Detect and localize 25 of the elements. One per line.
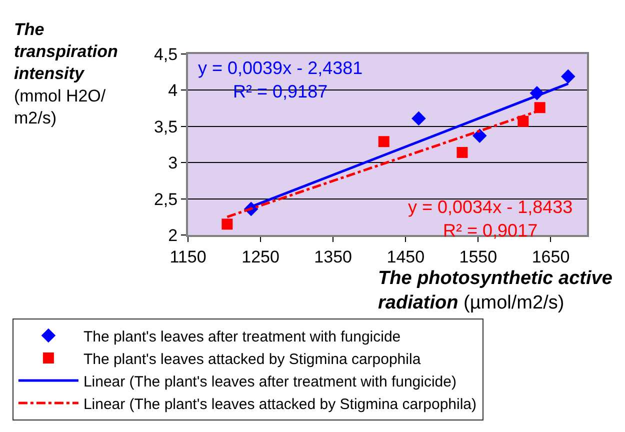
point <box>560 69 576 84</box>
x-tick-label: 1450 <box>386 247 425 266</box>
point <box>472 128 487 143</box>
annotation: y = 0,0034x - 1,8433 R² = 0,9017 <box>408 197 573 240</box>
x-tick-label: 1550 <box>459 247 498 266</box>
point <box>456 146 468 158</box>
y-tick-label: 4 <box>168 81 178 100</box>
legend-label: The plant's leaves after treatment with fungicide <box>83 328 401 346</box>
y-tick-label: 3,5 <box>154 117 178 136</box>
text: The photosynthetic active radiation (µmol/m2/s) <box>378 268 612 314</box>
x-tick-label: 1650 <box>532 247 570 266</box>
legend-label: Linear (The plant's leaves attacked by Stigmina carpophila) <box>83 396 477 413</box>
legend-label: The plant's leaves attacked by Stigmina carpophila <box>83 350 422 368</box>
point <box>222 218 233 230</box>
x-tick-label: 1350 <box>314 247 352 266</box>
legend-label: Linear (The plant's leaves after treatment with fungicide) <box>83 373 457 390</box>
y-tick-label: 2 <box>168 226 178 245</box>
y-axis-title: The transpiration intensity (mmol H2O/ m2/s) <box>14 20 118 128</box>
y-tick-label: 3 <box>168 154 178 173</box>
y-tick-label: 4,5 <box>154 44 178 64</box>
x-tick-label: 1150 <box>170 247 206 266</box>
point <box>412 111 426 126</box>
y-tick-label: 2,5 <box>154 190 178 209</box>
point <box>378 136 390 148</box>
x-tick-label: 1250 <box>242 247 280 266</box>
